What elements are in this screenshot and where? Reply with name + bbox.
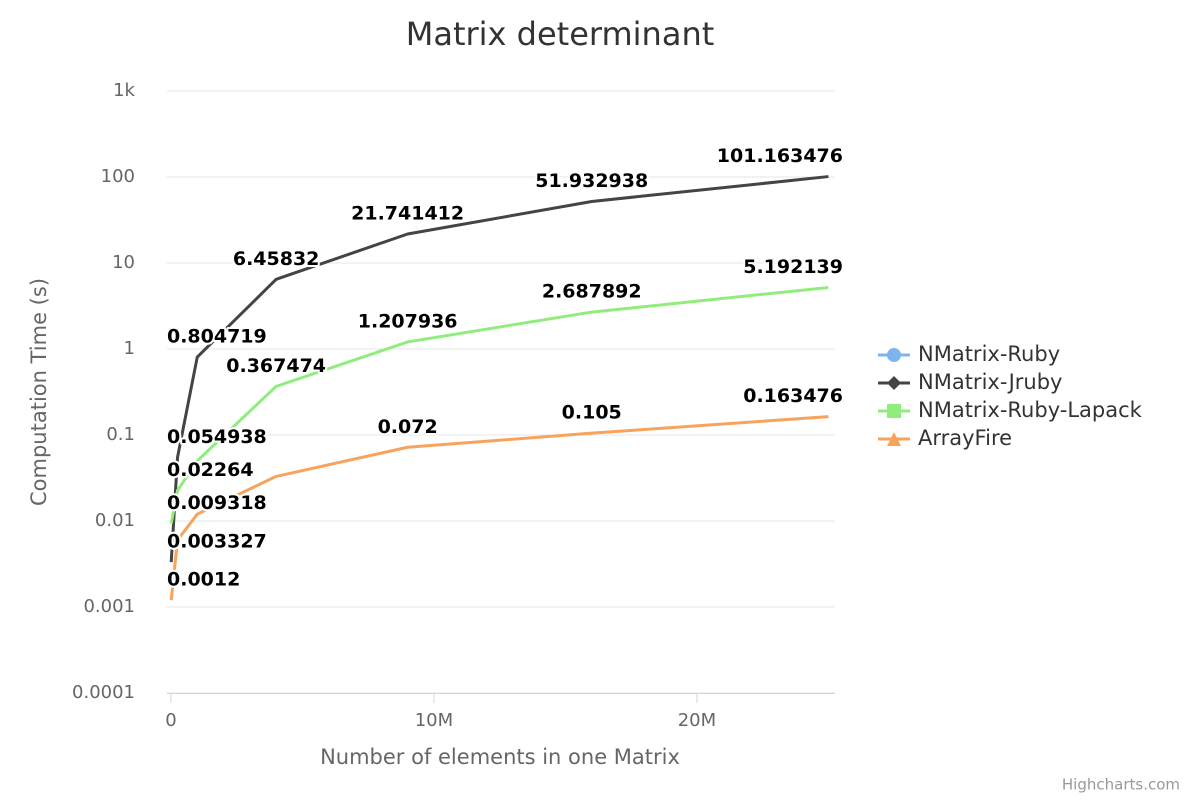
legend-marker <box>887 432 901 446</box>
data-label: 0.054938 <box>167 426 267 448</box>
data-label: 0.072 <box>378 416 438 438</box>
x-tick-label: 0 <box>165 710 176 731</box>
y-tick-label: 0.0001 <box>72 682 135 703</box>
data-label: 2.687892 <box>542 281 642 303</box>
series-line <box>169 285 829 524</box>
y-tick-label: 0.01 <box>95 510 135 531</box>
legend-label: NMatrix-Jruby <box>918 370 1062 394</box>
data-label: 21.741412 <box>351 202 464 224</box>
data-label: 101.163476 <box>717 145 843 167</box>
data-label: 0.02264 <box>167 459 254 481</box>
data-label: 0.105 <box>562 402 622 424</box>
x-tick-label: 10M <box>415 710 453 731</box>
chart-title: Matrix determinant <box>406 15 715 53</box>
data-label: 1.207936 <box>358 310 458 332</box>
y-tick-label: 0.1 <box>106 424 135 445</box>
legend-label: ArrayFire <box>918 426 1012 450</box>
series-line <box>169 415 829 601</box>
y-tick-label: 10 <box>112 252 135 273</box>
legend-label: NMatrix-Ruby-Lapack <box>918 398 1143 422</box>
y-axis-label: Computation Time (s) <box>27 278 51 506</box>
legend-marker <box>887 348 901 362</box>
data-label: 0.804719 <box>167 326 267 348</box>
credits: Highcharts.com <box>1062 776 1180 794</box>
data-label: 0.0012 <box>167 569 240 591</box>
y-tick-label: 0.001 <box>83 596 135 617</box>
series-line <box>169 175 829 563</box>
data-label: 0.009318 <box>167 492 267 514</box>
data-label: 51.932938 <box>535 170 648 192</box>
data-label: 0.163476 <box>743 385 843 407</box>
x-axis-label: Number of elements in one Matrix <box>320 745 680 769</box>
legend-marker <box>887 404 901 418</box>
y-tick-label: 100 <box>101 166 135 187</box>
legend-label: NMatrix-Ruby <box>918 342 1060 366</box>
legend-marker <box>887 376 901 390</box>
data-labels: 0.003327 0.054938 0.804719 6.45832 21.741412… <box>165 143 845 593</box>
data-label: 6.45832 <box>233 248 320 270</box>
data-label: 5.192139 <box>743 256 843 278</box>
data-label: 0.367474 <box>226 355 326 377</box>
y-tick-label: 1k <box>113 80 135 101</box>
x-tick-label: 20M <box>678 710 716 731</box>
data-label: 0.003327 <box>167 531 267 553</box>
y-tick-label: 1 <box>124 338 135 359</box>
